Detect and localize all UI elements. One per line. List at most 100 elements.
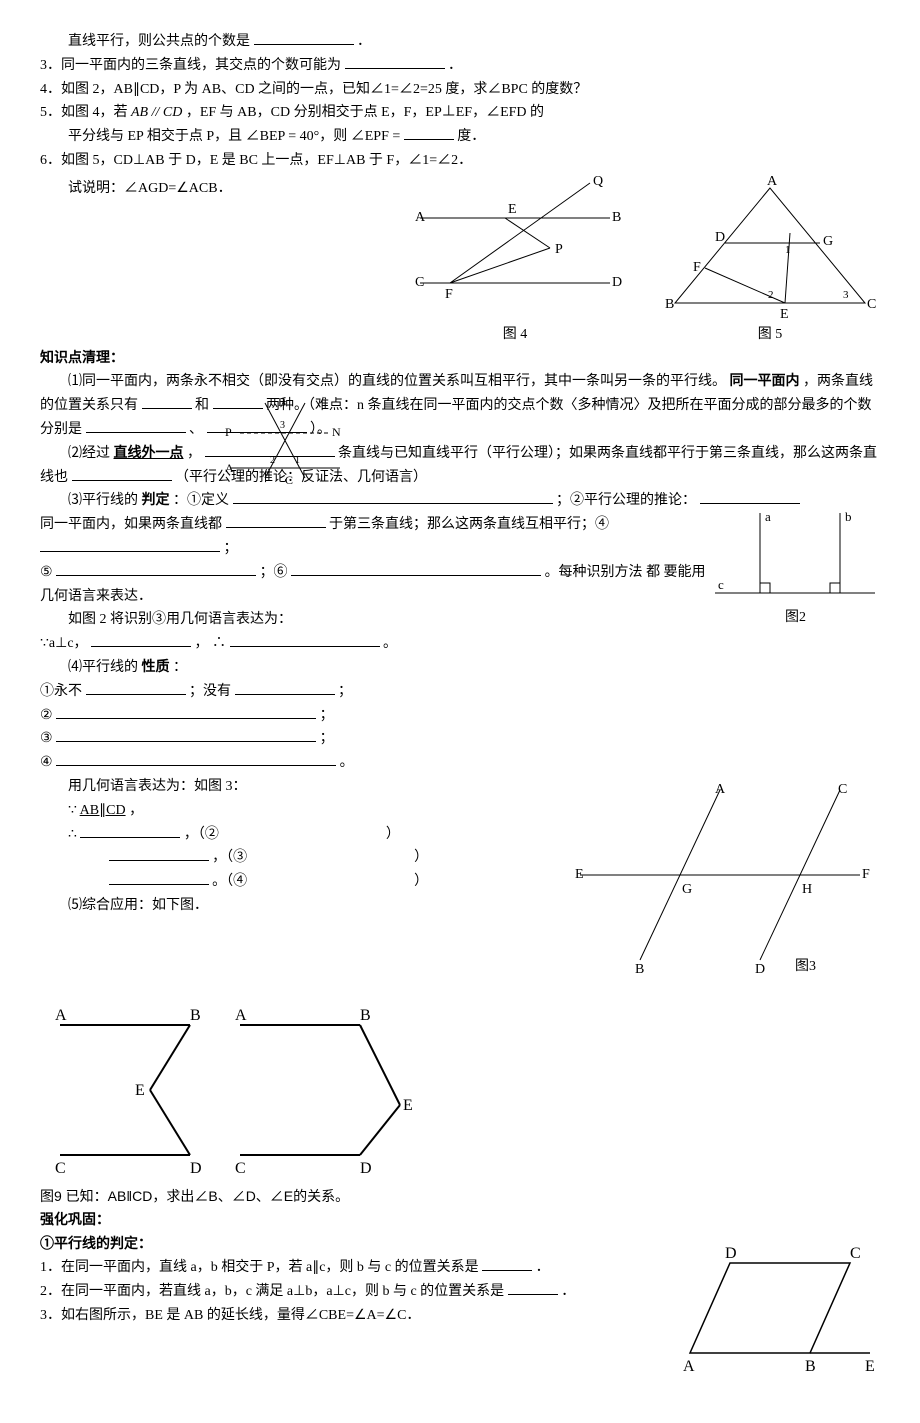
svg-text:E: E (135, 1082, 145, 1099)
t: ； (320, 708, 334, 723)
svg-text:D: D (190, 1160, 202, 1177)
figure-9: A B C D E A B C D E 图9 已知：AB‖CD，求出∠B、∠D、… (40, 995, 880, 1209)
t: 。每种识别方法 (545, 565, 643, 580)
svg-text:C: C (838, 782, 847, 797)
blank (482, 1256, 532, 1271)
blank (235, 680, 335, 695)
t: ） (414, 850, 428, 865)
p6a: 用几何语言表达为：如图 3： (40, 775, 560, 799)
svg-text:A: A (767, 174, 778, 189)
t: ） (414, 874, 428, 889)
p6b: ∵ AB∥CD ， (40, 799, 560, 823)
row-fig3: 用几何语言表达为：如图 3： ∵ AB∥CD ， ∴ ，（② ） ，（③ ） 。… (40, 775, 880, 995)
p6-l1: ∴ ，（② ） (40, 823, 560, 847)
svg-text:H: H (802, 882, 812, 897)
blank (345, 54, 445, 69)
svg-text:E: E (865, 1358, 875, 1375)
line-4: 5．如图 4，若 AB // CD ，EF 与 AB，CD 分别相交于点 E，F… (40, 101, 880, 125)
t: ①永不 (40, 684, 82, 699)
svg-text:c: c (718, 577, 724, 592)
svg-text:1: 1 (295, 455, 300, 466)
svg-text:2: 2 (768, 289, 774, 301)
blank (233, 489, 553, 504)
line-2: 3．同一平面内的三条直线，其交点的个数可能为 ． (40, 54, 880, 78)
svg-text:A: A (235, 1007, 247, 1024)
figure-right-parallelogram: D C A B E (680, 1233, 880, 1393)
text: 平分线与 EP 相交于点 P，且 ∠BEP = 40°，则 ∠EPF = (68, 129, 404, 144)
t: ② (40, 708, 53, 723)
svg-text:B: B (360, 1007, 371, 1024)
blank (291, 561, 541, 576)
t: 2．在同一平面内，若直线 a，b，c 满足 a⊥b，a⊥c，则 b 与 c 的位… (40, 1284, 504, 1299)
t: ； (224, 541, 238, 556)
t: 。（④ (212, 874, 247, 889)
text: 5．如图 4，若 (40, 105, 131, 120)
blank (56, 561, 256, 576)
svg-text:C: C (235, 1160, 246, 1177)
svg-text:E: E (780, 307, 789, 322)
svg-text:D: D (612, 275, 622, 290)
row-fig2r: 同一平面内，如果两条直线都 于第三条直线；那么这两条直线互相平行；④ ； ⑤ ；… (40, 513, 880, 775)
t: ⑶平行线的 (68, 493, 138, 508)
text-italic: AB // CD (131, 105, 182, 120)
blank (86, 680, 186, 695)
fig9-caption: 图9 已知：AB‖CD，求出∠B、∠D、∠E的关系。 (40, 1185, 880, 1209)
t: AB∥CD (80, 803, 126, 818)
blank (142, 394, 192, 409)
p3b: 同一平面内，如果两条直线都 于第三条直线；那么这两条直线互相平行；④ ； (40, 513, 710, 561)
blank (109, 846, 209, 861)
t: ；⑥ (260, 565, 288, 580)
t: ∵a⊥c， (40, 636, 88, 651)
svg-text:图3: 图3 (795, 959, 816, 974)
svg-text:B: B (635, 962, 644, 977)
kp-body: P N 3 2 1 A B C ⑴同一平面内，两条永不相交（即没有交点）的直线的… (40, 370, 880, 513)
svg-text:C: C (867, 297, 876, 312)
text: ． (357, 34, 371, 49)
svg-text:F: F (693, 260, 701, 275)
t: ；没有 (189, 684, 231, 699)
t: 和 (195, 398, 209, 413)
text: 4．如图 2，AB∥CD，P 为 AB、CD 之间的一点，已知∠1=∠2=25 … (40, 82, 587, 97)
svg-text:C: C (415, 275, 424, 290)
svg-text:B: B (665, 297, 674, 312)
line-1: 直线平行，则公共点的个数是 ． (40, 30, 880, 54)
p5-3: ③ ； (40, 727, 710, 751)
row-fig45: 试说明：∠AGD=∠ACB． A B C D E F P Q 图 4 A B (40, 173, 880, 347)
t: 于第三条直线；那么这两条直线互相平行；④ (329, 517, 609, 532)
figure-2-small: P N 3 2 1 A B C (210, 388, 350, 488)
t: ⑤ (40, 565, 53, 580)
svg-text:3: 3 (843, 289, 849, 301)
text: 6．如图 5，CD⊥AB 于 D，E 是 BC 上一点，EF⊥AB 于 F，∠1… (40, 153, 472, 168)
t: ： (173, 660, 187, 675)
fig5-label: 图 5 (660, 323, 880, 347)
t: 同一平面内，如果两条直线都 (40, 517, 222, 532)
t: ； (338, 684, 352, 699)
t: ⑷平行线的 (68, 660, 138, 675)
svg-text:F: F (862, 867, 870, 882)
t: ． (561, 1284, 575, 1299)
svg-text:E: E (575, 867, 584, 882)
svg-text:A: A (715, 782, 726, 797)
line-3: 4．如图 2，AB∥CD，P 为 AB、CD 之间的一点，已知∠1=∠2=25 … (40, 78, 880, 102)
svg-text:A: A (55, 1007, 67, 1024)
text: 3．同一平面内的三条直线，其交点的个数可能为 (40, 58, 341, 73)
t: 1．在同一平面内，直线 a，b 相交于 P，若 a∥c，则 b 与 c 的位置关… (40, 1260, 479, 1275)
t: ⑴同一平面内，两条永不相交（即没有交点）的直线的位置关系叫互相平行，其中一条叫另… (68, 374, 726, 389)
svg-text:P: P (225, 425, 232, 439)
svg-text:C: C (55, 1160, 66, 1177)
line-5: 平分线与 EP 相交于点 P，且 ∠BEP = 40°，则 ∠EPF = 度． (40, 125, 880, 149)
blank (72, 466, 172, 481)
blank (109, 870, 209, 885)
t: 。 (383, 636, 397, 651)
svg-text:B: B (805, 1358, 816, 1375)
qh-title: 强化巩固： (40, 1209, 880, 1233)
figure-2-right: a b c 图2 (710, 503, 880, 633)
figure-3: A B C D E F G H 图3 (560, 775, 880, 995)
t: ，（② (184, 827, 219, 842)
text: 直线平行，则公共点的个数是 (68, 34, 250, 49)
line-6: 6．如图 5，CD⊥AB 于 D，E 是 BC 上一点，EF⊥AB 于 F，∠1… (40, 149, 880, 173)
blank (86, 418, 186, 433)
blank (56, 727, 316, 742)
blank (56, 751, 336, 766)
t: ；②平行公理的推论： (556, 493, 696, 508)
